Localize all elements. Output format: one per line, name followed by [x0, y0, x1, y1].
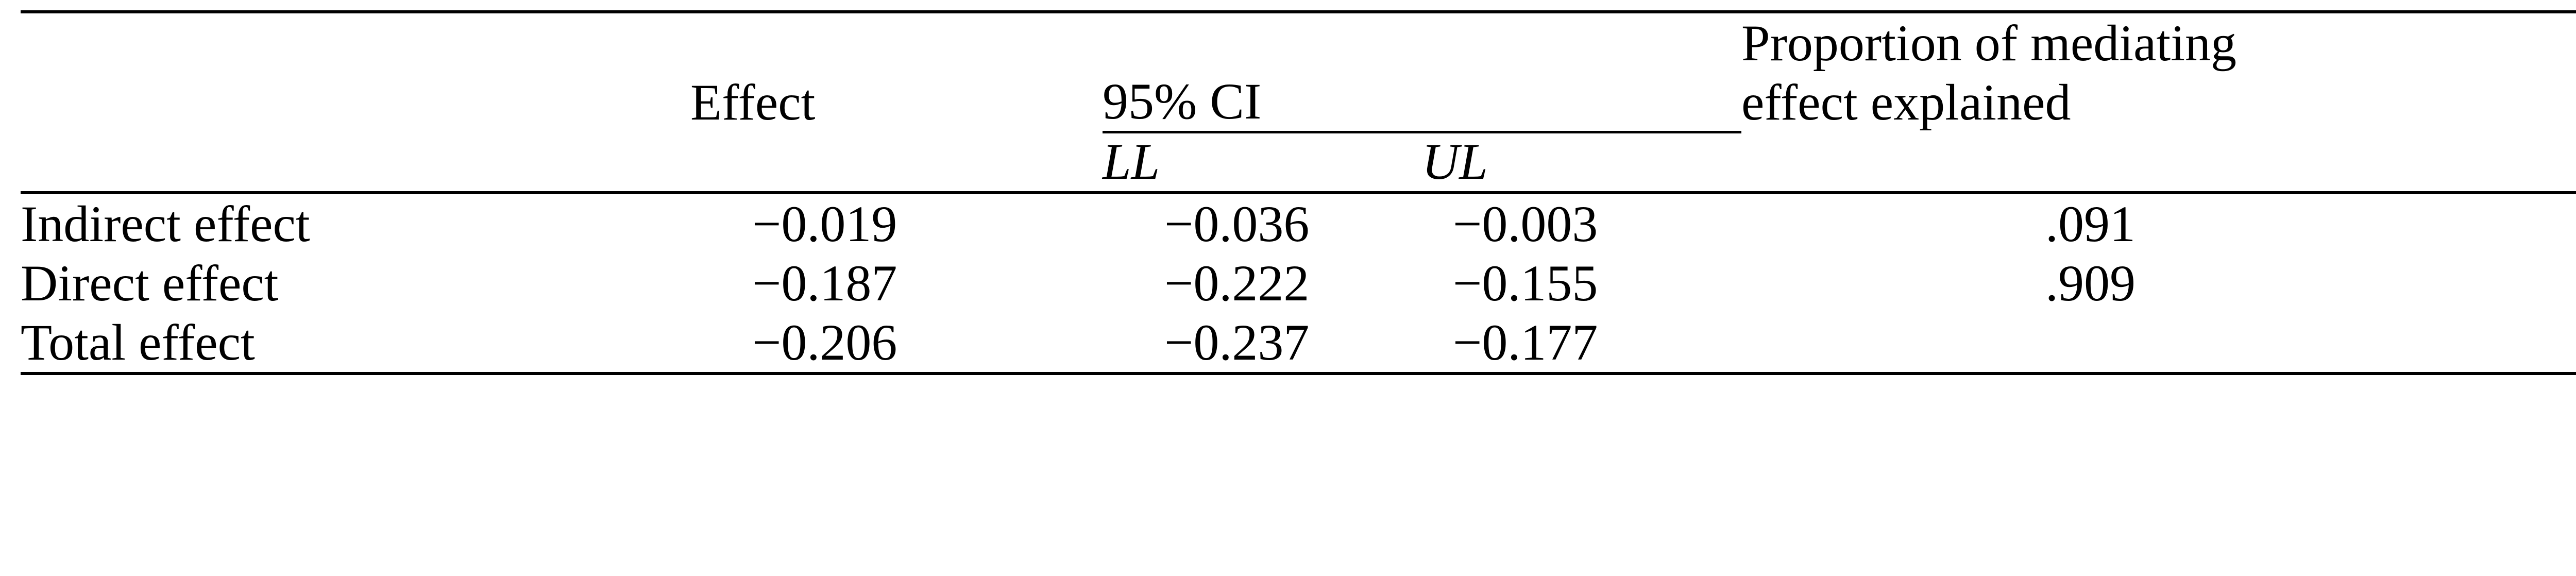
row-label: Indirect effect — [21, 193, 690, 253]
row-label: Direct effect — [21, 253, 690, 313]
header-blank-3 — [21, 132, 690, 193]
cell-proportion: .909 — [1741, 253, 2576, 313]
header-ll: LL — [1103, 132, 1422, 193]
cell-ul: −0.003 — [1422, 193, 1741, 253]
cell-effect: −0.187 — [690, 253, 1103, 313]
cell-ll: −0.222 — [1103, 253, 1422, 313]
header-proportion-line1: Proportion of mediating — [1741, 14, 2236, 72]
table-header-row-1: Effect 95% CI Proportion of mediating ef… — [21, 12, 2576, 132]
table-row: Indirect effect −0.019 −0.036 −0.003 .09… — [21, 193, 2576, 253]
table-row: Direct effect −0.187 −0.222 −0.155 .909 — [21, 253, 2576, 313]
cell-ll: −0.036 — [1103, 193, 1422, 253]
header-ci: 95% CI — [1103, 12, 1741, 132]
cell-effect: −0.019 — [690, 193, 1103, 253]
cell-proportion: .091 — [1741, 193, 2576, 253]
cell-ll: −0.237 — [1103, 313, 1422, 374]
page: Effect 95% CI Proportion of mediating ef… — [0, 10, 2576, 576]
table-row: Total effect −0.206 −0.237 −0.177 — [21, 313, 2576, 374]
header-proportion-line2: effect explained — [1741, 74, 2071, 131]
header-blank — [21, 12, 690, 132]
header-blank-4 — [690, 132, 1103, 193]
cell-ul: −0.155 — [1422, 253, 1741, 313]
cell-proportion — [1741, 313, 2576, 374]
table-header-row-2: LL UL — [21, 132, 2576, 193]
row-label: Total effect — [21, 313, 690, 374]
header-blank-5 — [1741, 132, 2576, 193]
cell-effect: −0.206 — [690, 313, 1103, 374]
header-ul: UL — [1422, 132, 1741, 193]
header-proportion: Proportion of mediating effect explained — [1741, 12, 2576, 132]
cell-ul: −0.177 — [1422, 313, 1741, 374]
header-effect: Effect — [690, 12, 1103, 132]
mediation-effects-table: Effect 95% CI Proportion of mediating ef… — [21, 10, 2576, 375]
